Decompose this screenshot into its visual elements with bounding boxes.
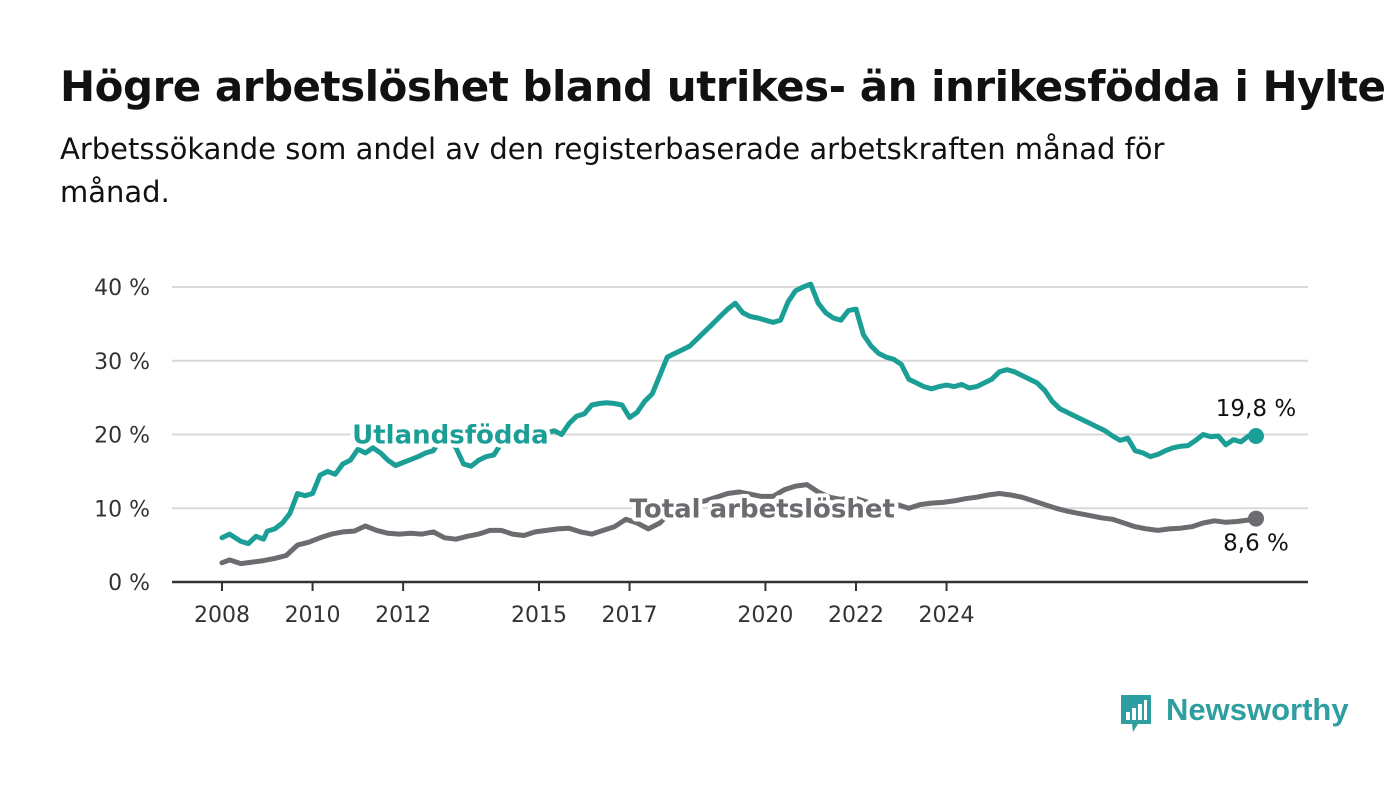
series-line-0 — [219, 281, 1259, 547]
x-tick-label: 2020 — [737, 603, 793, 628]
end-value-label-1: 8,6 % — [1223, 531, 1289, 557]
y-tick-label: 0 % — [108, 571, 150, 596]
chart-subtitle: Arbetssökande som andel av den registerb… — [60, 132, 1165, 209]
y-tick-label: 30 % — [94, 350, 150, 375]
newsworthy-logo-text: Newsworthy — [1166, 692, 1349, 727]
x-tick-label: 2008 — [194, 603, 250, 628]
x-tick-label: 2017 — [602, 603, 658, 628]
end-dot-0 — [1248, 427, 1264, 444]
series-label-0: Utlandsfödda — [352, 421, 549, 451]
series-line-1 — [219, 482, 1259, 567]
end-markers: 8,6 % 19,8 % — [1216, 396, 1296, 557]
series-label-1: Total arbetslöshet — [630, 494, 895, 524]
end-dot-1 — [1248, 510, 1264, 527]
x-tick-label: 2010 — [285, 603, 341, 628]
newsworthy-logo-icon — [1121, 695, 1151, 732]
y-axis-ticks: 0 % 10 % 20 % 30 % 40 % — [94, 276, 150, 596]
end-value-label-0: 19,8 % — [1216, 396, 1296, 422]
y-tick-label: 40 % — [94, 276, 150, 301]
series-lines — [219, 281, 1259, 567]
x-tick-label: 2015 — [511, 603, 567, 628]
y-tick-label: 10 % — [94, 497, 150, 522]
x-tick-label: 2022 — [828, 603, 884, 628]
y-tick-label: 20 % — [94, 424, 150, 449]
chart-title: Högre arbetslöshet bland utrikes- än inr… — [60, 62, 1386, 111]
x-axis-ticks: 2008 2010 2012 2015 2017 2020 2022 2024 — [194, 582, 975, 628]
x-tick-label: 2012 — [375, 603, 431, 628]
x-tick-label: 2024 — [919, 603, 975, 628]
series-labels: Utlandsfödda Total arbetslöshet — [348, 417, 899, 529]
gridlines — [172, 286, 1308, 510]
